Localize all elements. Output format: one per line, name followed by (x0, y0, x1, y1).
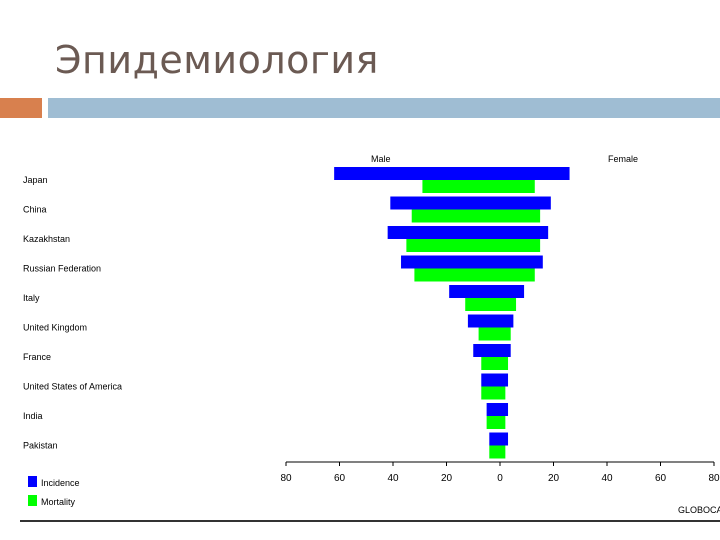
category-label: France (23, 352, 51, 362)
male-side-label: Male (371, 154, 391, 164)
category-label: Italy (23, 293, 40, 303)
bar-mortality-pakistan (489, 445, 506, 459)
category-label: Russian Federation (23, 264, 101, 274)
bar-incidence-pakistan (489, 432, 509, 446)
source-label: GLOBOCAN (678, 505, 720, 515)
category-labels-group: Japan China Kazakhstan Russian Federation It… (23, 175, 122, 451)
category-label: United States of America (23, 382, 122, 392)
bar-mortality-russian-federation (414, 268, 535, 282)
x-tick-label: 80 (708, 473, 720, 484)
bar-mortality-united-kingdom (478, 327, 511, 341)
legend-mortality-label: Mortality (41, 497, 76, 507)
x-tick-label: 40 (601, 473, 613, 484)
category-label: United Kingdom (23, 323, 87, 333)
category-label: Kazakhstan (23, 234, 70, 244)
female-side-label: Female (608, 154, 638, 164)
x-tick-label: 60 (334, 473, 346, 484)
title-accent-bar (48, 98, 720, 118)
bar-incidence-china (390, 196, 551, 210)
bar-mortality-kazakhstan (406, 239, 541, 252)
bar-incidence-united-kingdom (467, 314, 514, 328)
bar-incidence-italy (449, 285, 525, 298)
category-label: Japan (23, 175, 48, 185)
title-accent-orange (0, 98, 42, 118)
x-ticks-group: 80 60 40 20 0 20 40 60 80 (280, 462, 720, 484)
legend-incidence-label: Incidence (41, 478, 80, 488)
footer-divider (20, 520, 720, 522)
bars-group (334, 167, 570, 459)
page-title: Эпидемиология (55, 38, 379, 82)
bar-mortality-india (486, 416, 506, 429)
bar-incidence-japan (334, 167, 570, 180)
bar-mortality-japan (422, 180, 535, 193)
category-label: Pakistan (23, 441, 58, 451)
x-tick-label: 40 (387, 473, 399, 484)
legend-incidence-swatch (28, 476, 37, 487)
bar-incidence-united-states-of-america (481, 373, 509, 387)
bar-mortality-china (411, 209, 541, 223)
bar-mortality-italy (465, 298, 517, 311)
x-tick-label: 80 (280, 473, 292, 484)
x-tick-label: 20 (441, 473, 453, 484)
category-label: India (23, 411, 43, 421)
bar-incidence-russian-federation (401, 255, 543, 269)
x-tick-label: 60 (655, 473, 667, 484)
x-tick-label: 0 (497, 473, 503, 484)
legend-mortality-swatch (28, 495, 37, 506)
bar-mortality-france (481, 357, 509, 370)
x-tick-label: 20 (548, 473, 560, 484)
bar-incidence-india (486, 403, 509, 416)
category-label: China (23, 205, 47, 215)
bar-incidence-kazakhstan (387, 226, 549, 239)
bar-mortality-united-states-of-america (481, 386, 506, 400)
bar-incidence-france (473, 344, 511, 357)
